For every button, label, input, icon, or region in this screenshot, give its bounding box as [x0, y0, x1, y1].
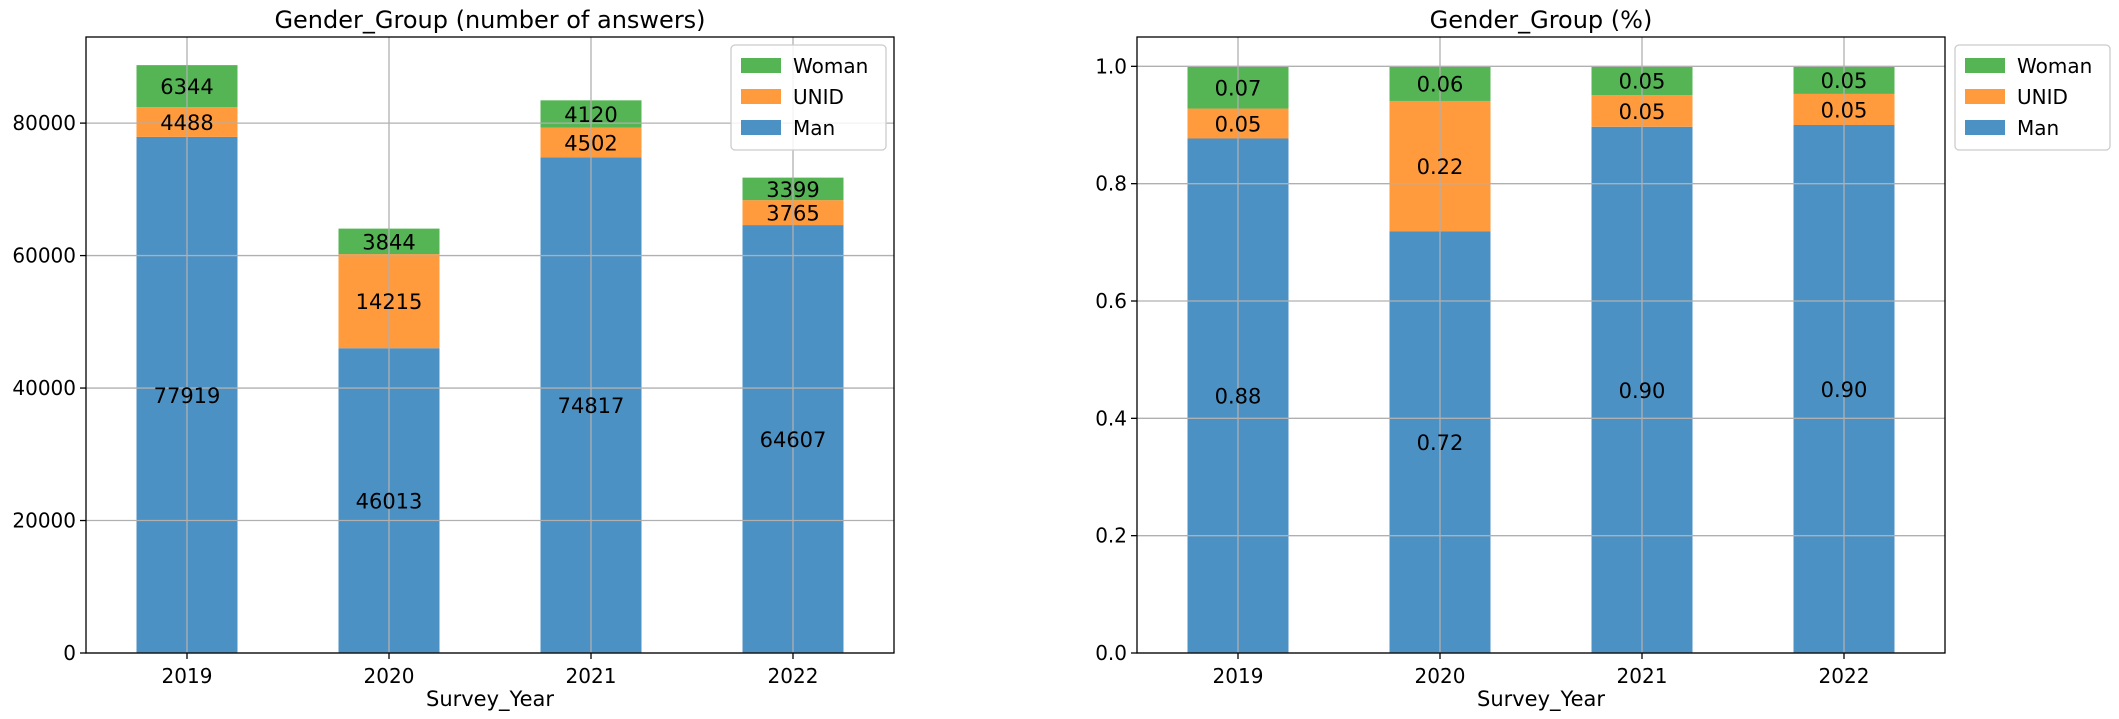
percent-data-label-woman-2021: 0.05 [1619, 70, 1666, 94]
count-legend: Woman UNID Man [730, 44, 887, 151]
percent-xtick-label-2020: 2020 [1415, 664, 1466, 688]
count-chart-xlabel: Survey_Year [426, 687, 554, 712]
percent-legend-swatch-woman [1965, 58, 2005, 73]
percent-ytick-label-3: 0.6 [1095, 289, 1127, 313]
count-data-label-unid-2019: 4488 [160, 111, 213, 135]
percent-data-label-unid-2021: 0.05 [1619, 100, 1666, 124]
count-bars [136, 65, 844, 654]
count-xtick-label-2019: 2019 [162, 664, 213, 688]
count-xtick-label-2021: 2021 [566, 664, 617, 688]
percent-ytick-label-5: 1.0 [1095, 54, 1127, 78]
percent-data-label-man-2021: 0.90 [1619, 379, 1666, 403]
percent-ytick-label-2: 0.4 [1095, 406, 1127, 430]
count-chart-title: Gender_Group (number of answers) [274, 6, 705, 34]
percent-data-label-man-2022: 0.90 [1821, 378, 1868, 402]
percent-ytick-label-4: 0.8 [1095, 172, 1127, 196]
percent-chart-title: Gender_Group (%) [1430, 6, 1653, 34]
count-legend-swatch-woman [741, 58, 781, 73]
percent-xtick-label-2022: 2022 [1819, 664, 1870, 688]
count-legend-label-man: Man [793, 116, 835, 140]
percent-data-label-man-2019: 0.88 [1215, 385, 1262, 409]
percent-data-label-man-2020: 0.72 [1417, 431, 1464, 455]
count-legend-label-unid: UNID [793, 85, 844, 109]
count-legend-swatch-unid [741, 89, 781, 104]
count-data-label-man-2021: 74817 [558, 394, 625, 418]
count-data-label-unid-2021: 4502 [564, 132, 617, 156]
count-data-label-woman-2022: 3399 [766, 178, 819, 202]
count-data-label-woman-2019: 6344 [160, 75, 213, 99]
percent-data-label-unid-2022: 0.05 [1821, 98, 1868, 122]
count-data-label-woman-2021: 4120 [564, 103, 617, 127]
count-data-label-woman-2020: 3844 [362, 230, 415, 254]
percent-ytick-label-1: 0.2 [1095, 524, 1127, 548]
count-xtick-label-2022: 2022 [768, 664, 819, 688]
count-data-label-man-2019: 77919 [154, 384, 221, 408]
percent-data-label-unid-2019: 0.05 [1215, 113, 1262, 137]
percent-legend-label-woman: Woman [2017, 54, 2092, 78]
count-ytick-label-0: 0 [63, 641, 76, 665]
percent-data-label-woman-2019: 0.07 [1215, 76, 1262, 100]
percent-xtick-label-2021: 2021 [1617, 664, 1668, 688]
percent-xtick-label-2019: 2019 [1213, 664, 1264, 688]
count-plot-frame [85, 36, 895, 654]
percent-legend: Woman UNID Man [1954, 44, 2111, 151]
count-data-label-man-2022: 64607 [760, 428, 827, 452]
count-chart-panel: Gender_Group (number of answers) Survey_… [12, 6, 895, 712]
percent-chart-xlabel: Survey_Year [1477, 687, 1605, 712]
count-legend-swatch-man [741, 120, 781, 135]
percent-data-label-woman-2022: 0.05 [1821, 69, 1868, 93]
percent-legend-label-man: Man [2017, 116, 2059, 140]
count-ytick-label-2: 40000 [12, 376, 76, 400]
count-ytick-label-1: 20000 [12, 509, 76, 533]
count-legend-label-woman: Woman [793, 54, 868, 78]
percent-bars [1187, 66, 1895, 654]
count-data-label-unid-2020: 14215 [356, 290, 423, 314]
count-ytick-label-3: 60000 [12, 244, 76, 268]
percent-plot-frame [1136, 36, 1946, 654]
count-data-label-unid-2022: 3765 [766, 202, 819, 226]
percent-legend-swatch-man [1965, 120, 2005, 135]
percent-data-label-woman-2020: 0.06 [1417, 73, 1464, 97]
percent-chart-panel: Gender_Group (%) Survey_Year 0.0 0.2 0.4 0.… [1095, 6, 2111, 712]
percent-ytick-label-0: 0.0 [1095, 641, 1127, 665]
count-xtick-label-2020: 2020 [364, 664, 415, 688]
count-ytick-label-4: 80000 [12, 111, 76, 135]
percent-data-label-unid-2020: 0.22 [1417, 155, 1464, 179]
percent-legend-swatch-unid [1965, 89, 2005, 104]
percent-legend-label-unid: UNID [2017, 85, 2068, 109]
count-data-label-man-2020: 46013 [356, 490, 423, 514]
